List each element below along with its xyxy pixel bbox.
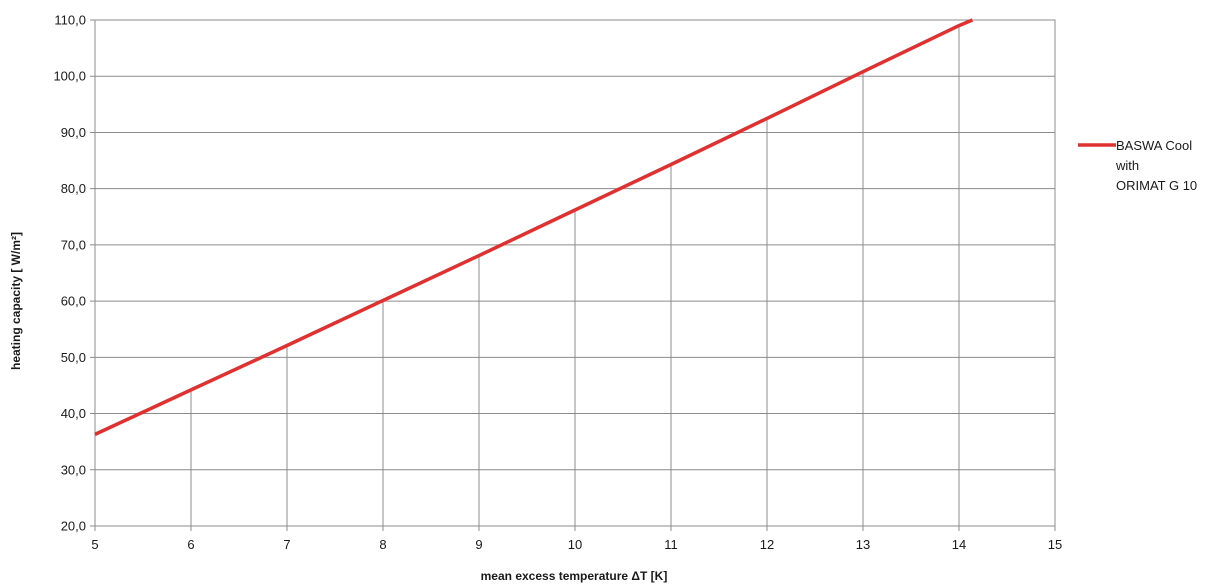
x-tick-label: 11	[664, 537, 678, 552]
legend: BASWA Cool with ORIMAT G 10	[1078, 138, 1197, 193]
x-tick-label: 10	[568, 537, 582, 552]
series-line-baswa-cool	[94, 18, 974, 436]
y-tick-label: 110,0	[54, 13, 86, 28]
x-tick-label: 9	[475, 537, 482, 552]
x-tick-label: 7	[283, 537, 290, 552]
vertical-droplines	[94, 25, 1056, 531]
plot-area-frame	[94, 19, 1056, 527]
x-tick-label: 8	[379, 537, 386, 552]
legend-label-line-2: with	[1115, 158, 1139, 173]
y-axis-tick-labels: 20,0 30,0 40,0 50,0 60,0 70,0 80,0 90,0 100,0 110…	[53, 13, 86, 534]
x-tick-label: 15	[1048, 537, 1062, 552]
y-tick-label: 20,0	[61, 519, 86, 534]
legend-label-line-3: ORIMAT G 10	[1116, 178, 1197, 193]
x-axis-title: mean excess temperature ΔT [K]	[481, 569, 668, 583]
x-tick-label: 12	[760, 537, 774, 552]
y-tick-label: 60,0	[61, 294, 86, 309]
horizontal-gridlines	[90, 19, 1055, 527]
y-tick-label: 40,0	[61, 406, 86, 421]
x-tick-label: 6	[187, 537, 194, 552]
y-axis-title: heating capacity [ W/m²]	[9, 232, 23, 370]
x-tick-label: 14	[952, 537, 966, 552]
y-tick-label: 70,0	[61, 237, 86, 252]
x-tick-label: 13	[856, 537, 870, 552]
x-tick-label: 5	[91, 537, 98, 552]
y-tick-label: 100,0	[53, 69, 86, 84]
y-tick-label: 50,0	[61, 350, 86, 365]
legend-label-line-1: BASWA Cool	[1116, 138, 1192, 153]
y-tick-label: 90,0	[61, 125, 86, 140]
y-tick-label: 30,0	[61, 462, 86, 477]
x-axis-tick-labels: 5 6 7 8 9 10 11 12 13 14 15	[91, 537, 1062, 552]
y-tick-label: 80,0	[61, 181, 86, 196]
